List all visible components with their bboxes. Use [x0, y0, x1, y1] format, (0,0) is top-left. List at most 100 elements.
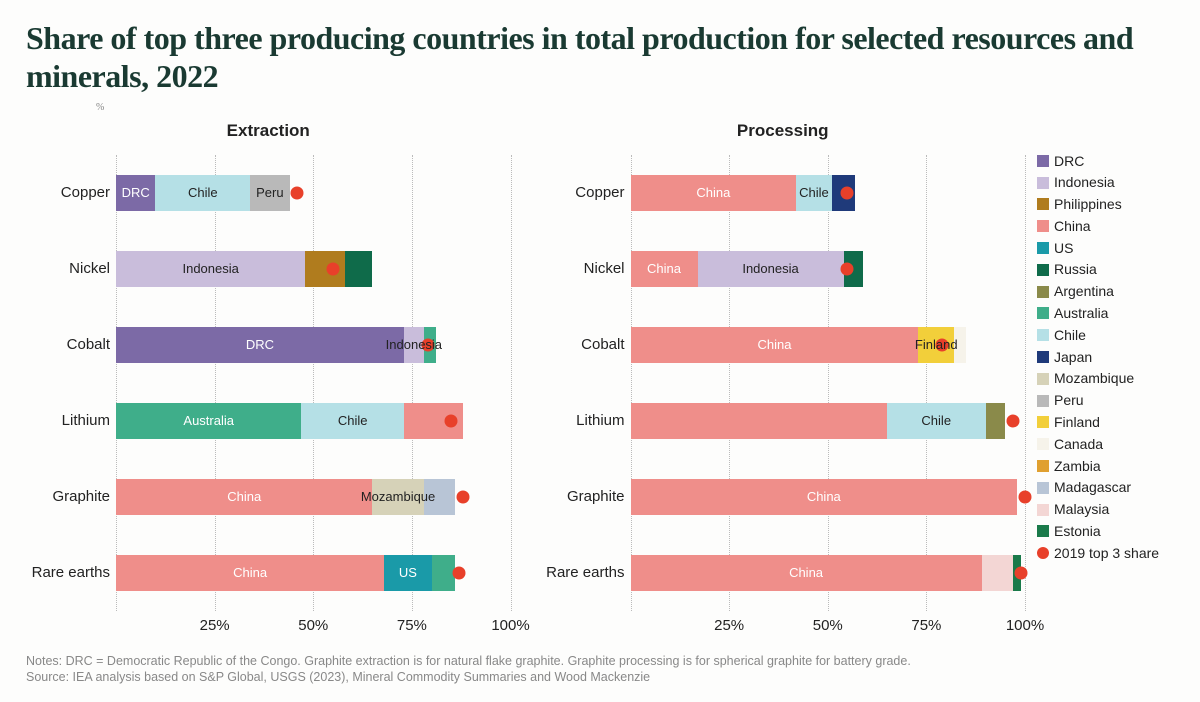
bar-segment-china: China	[631, 251, 698, 287]
category-label: Rare earths	[26, 564, 110, 581]
bar-segment-finland: Finland	[918, 327, 954, 363]
bar-row: China Chile	[631, 175, 1026, 211]
legend-label: Canada	[1054, 436, 1103, 453]
bar-rows: DRC Chile Peru IndonesiaDRC Indonesia Austral…	[116, 155, 511, 611]
plot-area: CopperNickelCobaltLithiumGraphiteRare ea…	[26, 155, 511, 611]
unit-label: %	[96, 102, 1180, 113]
panel-processing: ProcessingCopperNickelCobaltLithiumGraph…	[541, 121, 1026, 641]
legend-item-marker: 2019 top 3 share	[1037, 545, 1180, 562]
legend-item: DRC	[1037, 153, 1180, 170]
legend-label: Mozambique	[1054, 370, 1134, 387]
segment-label: China	[696, 185, 730, 200]
panel-title: Extraction	[26, 121, 511, 141]
segment-label: China	[647, 261, 681, 276]
chart-title: Share of top three producing countries i…	[26, 20, 1180, 96]
legend-swatch	[1037, 438, 1049, 450]
marker-2019-share	[1015, 566, 1028, 579]
bar-segment-china: China	[631, 175, 797, 211]
gridline	[511, 155, 512, 611]
panel-extraction: ExtractionCopperNickelCobaltLithiumGraph…	[26, 121, 511, 641]
panels-container: Extraction Copper Nickel Cobalt Lithium Graph…	[26, 121, 1025, 641]
segment-label: Indonesia	[386, 337, 442, 352]
panel-title: Processing	[541, 121, 1026, 141]
legend-item: Indonesia	[1037, 174, 1180, 191]
source-line: Source: IEA analysis based on S&P Global…	[26, 669, 1180, 686]
bar-row: DRC Indonesia	[116, 327, 511, 363]
legend-swatch	[1037, 373, 1049, 385]
legend-label: Australia	[1054, 305, 1108, 322]
legend-label: Peru	[1054, 392, 1084, 409]
legend-marker-swatch	[1037, 547, 1049, 559]
bar-segment-indonesia: Indonesia	[698, 251, 844, 287]
legend-swatch	[1037, 155, 1049, 167]
bar-segment-mozambique: Mozambique	[372, 479, 423, 515]
bar-segment-chile: Chile	[796, 175, 832, 211]
bar-row: China US	[116, 555, 511, 591]
x-tick-label: 50%	[813, 617, 843, 634]
x-tick-label: 50%	[298, 617, 328, 634]
legend-label: Philippines	[1054, 196, 1122, 213]
category-label: Graphite	[541, 488, 625, 505]
segment-label: Finland	[915, 337, 958, 352]
legend-item: Estonia	[1037, 523, 1180, 540]
legend-swatch	[1037, 220, 1049, 232]
legend-label: DRC	[1054, 153, 1084, 170]
legend-swatch	[1037, 307, 1049, 319]
segment-label: DRC	[246, 337, 274, 352]
x-axis: 25%50%75%100%	[116, 611, 511, 641]
legend-swatch	[1037, 177, 1049, 189]
legend-label: Madagascar	[1054, 479, 1131, 496]
x-tick-label: 75%	[911, 617, 941, 634]
x-tick-label: 75%	[397, 617, 427, 634]
segment-label: Australia	[183, 413, 234, 428]
category-label: Nickel	[541, 260, 625, 277]
bar-segment-malaysia	[982, 555, 1014, 591]
legend-swatch	[1037, 504, 1049, 516]
segment-label: Chile	[921, 413, 951, 428]
legend-item: Peru	[1037, 392, 1180, 409]
segment-label: US	[399, 565, 417, 580]
bar-segment-chile: Chile	[301, 403, 404, 439]
legend-label: US	[1054, 240, 1073, 257]
legend-swatch	[1037, 264, 1049, 276]
segment-label: Indonesia	[742, 261, 798, 276]
category-label: Nickel	[26, 260, 110, 277]
category-label: Copper	[26, 184, 110, 201]
marker-2019-share	[445, 414, 458, 427]
segment-label: Chile	[188, 185, 218, 200]
bar-segment-russia	[345, 251, 373, 287]
x-axis: 25%50%75%100%	[631, 611, 1026, 641]
legend-item: Mozambique	[1037, 370, 1180, 387]
legend-label: Russia	[1054, 261, 1097, 278]
plot-area: CopperNickelCobaltLithiumGraphiteRare ea…	[541, 155, 1026, 611]
x-tick-label: 25%	[714, 617, 744, 634]
legend-item: China	[1037, 218, 1180, 235]
bar-segment-argentina	[986, 403, 1006, 439]
legend-swatch	[1037, 460, 1049, 472]
bar-segment-china: China	[116, 479, 372, 515]
category-label: Lithium	[26, 412, 110, 429]
marker-2019-share	[841, 186, 854, 199]
segment-label: China	[758, 337, 792, 352]
x-tick-label: 25%	[200, 617, 230, 634]
legend-label: Malaysia	[1054, 501, 1109, 518]
marker-2019-share	[457, 490, 470, 503]
bar-segment-chile: Chile	[887, 403, 986, 439]
legend-item: Malaysia	[1037, 501, 1180, 518]
legend-swatch	[1037, 482, 1049, 494]
bar-segment-us: US	[384, 555, 431, 591]
legend-item: Madagascar	[1037, 479, 1180, 496]
segment-label: Peru	[256, 185, 283, 200]
legend-label: Chile	[1054, 327, 1086, 344]
bar-segment-china: China	[631, 479, 1018, 515]
legend: DRC Indonesia Philippines China US Russia Arge…	[1025, 121, 1180, 641]
legend-label: Argentina	[1054, 283, 1114, 300]
category-label: Cobalt	[541, 336, 625, 353]
segment-label: China	[233, 565, 267, 580]
bar-row: Chile	[631, 403, 1026, 439]
category-label: Lithium	[541, 412, 625, 429]
bars-area: China Chile China Indonesia China Finland Chil…	[631, 155, 1026, 611]
marker-2019-share	[291, 186, 304, 199]
legend-swatch	[1037, 416, 1049, 428]
segment-label: China	[789, 565, 823, 580]
